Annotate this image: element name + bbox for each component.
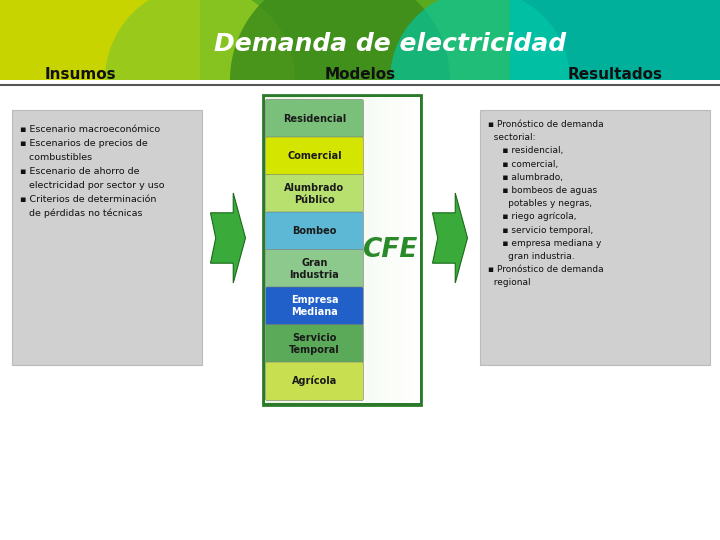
- Text: Gran
Industria: Gran Industria: [289, 258, 339, 280]
- Bar: [291, 97, 297, 403]
- FancyBboxPatch shape: [266, 99, 364, 138]
- FancyBboxPatch shape: [266, 249, 364, 288]
- Bar: [393, 97, 399, 403]
- FancyBboxPatch shape: [12, 110, 202, 365]
- Bar: [363, 97, 368, 403]
- Text: Empresa
Mediana: Empresa Mediana: [291, 295, 338, 317]
- Bar: [332, 97, 338, 403]
- Bar: [342, 97, 348, 403]
- Text: Insumos: Insumos: [44, 67, 116, 82]
- FancyBboxPatch shape: [266, 137, 364, 176]
- Polygon shape: [390, 0, 570, 80]
- Polygon shape: [105, 0, 295, 80]
- Bar: [378, 97, 384, 403]
- Bar: [352, 97, 358, 403]
- Bar: [270, 97, 276, 403]
- FancyBboxPatch shape: [480, 110, 710, 365]
- FancyBboxPatch shape: [266, 174, 364, 213]
- Bar: [0, 0, 720, 80]
- Bar: [286, 97, 291, 403]
- Text: Comercial: Comercial: [287, 151, 342, 161]
- Text: ▪ Pronóstico de demanda
  sectorial:
     ▪ residencial,
     ▪ comercial,
     : ▪ Pronóstico de demanda sectorial: ▪ res…: [488, 120, 603, 287]
- Bar: [383, 97, 389, 403]
- FancyBboxPatch shape: [263, 95, 421, 405]
- Bar: [398, 97, 404, 403]
- Bar: [0, 0, 200, 80]
- Text: CFE: CFE: [361, 237, 417, 263]
- Text: Bombeo: Bombeo: [292, 226, 336, 237]
- Polygon shape: [210, 193, 246, 283]
- Text: Modelos: Modelos: [325, 67, 395, 82]
- Text: Residencial: Residencial: [283, 114, 346, 124]
- Polygon shape: [433, 193, 467, 283]
- FancyBboxPatch shape: [266, 212, 364, 251]
- Bar: [265, 97, 271, 403]
- Bar: [409, 97, 415, 403]
- Bar: [280, 97, 286, 403]
- Text: Servicio
Temporal: Servicio Temporal: [289, 333, 340, 355]
- FancyBboxPatch shape: [266, 325, 364, 363]
- Bar: [301, 97, 307, 403]
- Bar: [275, 97, 281, 403]
- Bar: [414, 97, 420, 403]
- Text: ▪ Escenario macroeconómico
▪ Escenarios de precios de
   combustibles
▪ Escenari: ▪ Escenario macroeconómico ▪ Escenarios …: [20, 125, 164, 218]
- Bar: [404, 97, 409, 403]
- Bar: [321, 97, 327, 403]
- Bar: [306, 97, 312, 403]
- Bar: [316, 97, 322, 403]
- Bar: [347, 97, 353, 403]
- Text: Resultados: Resultados: [567, 67, 662, 82]
- Text: Alumbrado
Público: Alumbrado Público: [284, 183, 344, 205]
- Bar: [510, 0, 720, 80]
- Bar: [373, 97, 379, 403]
- Bar: [311, 97, 317, 403]
- Bar: [357, 97, 363, 403]
- Polygon shape: [230, 0, 450, 80]
- Bar: [388, 97, 394, 403]
- Text: Demanda de electricidad: Demanda de electricidad: [214, 32, 566, 56]
- FancyBboxPatch shape: [266, 287, 364, 326]
- Bar: [337, 97, 343, 403]
- Bar: [296, 97, 302, 403]
- Text: Agrícola: Agrícola: [292, 376, 337, 387]
- Bar: [368, 97, 373, 403]
- Bar: [327, 97, 332, 403]
- FancyBboxPatch shape: [266, 362, 364, 401]
